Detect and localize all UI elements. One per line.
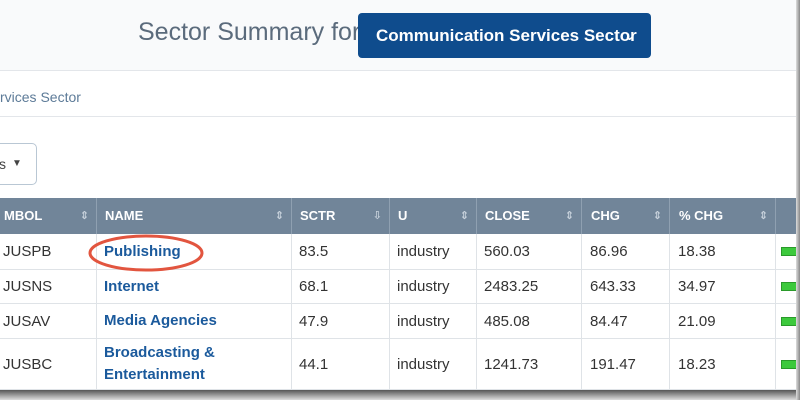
column-header[interactable]: % CHG ⇕	[670, 198, 776, 234]
column-header[interactable]: MBOL ⇕	[0, 198, 97, 234]
table-cell: Media Agencies	[97, 304, 292, 339]
table-cell: industry	[390, 304, 477, 339]
sort-icon[interactable]: ⇩	[372, 210, 382, 222]
table-cell: JUSNS	[0, 270, 97, 304]
table-cell: JUSPB	[0, 234, 97, 270]
table-cell: Internet	[97, 270, 292, 304]
cell-text: JUSPB	[3, 243, 52, 260]
column-header-label[interactable]: U	[398, 208, 408, 223]
dropdown-label[interactable]: s	[0, 156, 6, 172]
column-header[interactable]: CLOSE ⇕	[477, 198, 582, 234]
table-cell: 86.96	[582, 234, 670, 270]
column-header[interactable]: U ⇕	[390, 198, 477, 234]
table-cell: Broadcasting & Entertainment	[97, 339, 292, 390]
cell-text: JUSAV	[3, 312, 51, 330]
cell-text: 34.97	[678, 278, 716, 295]
cell-text: 84.47	[590, 312, 628, 330]
column-header-label[interactable]: NAME	[105, 208, 144, 223]
cell-text: 643.33	[590, 278, 636, 295]
cell-text: industry	[397, 243, 450, 260]
cell-text: industry	[397, 278, 450, 295]
table-cell: industry	[390, 339, 477, 390]
cell-text: 18.23	[678, 355, 716, 373]
table-cell: 18.23	[670, 339, 776, 390]
table-cell: 84.47	[582, 304, 670, 339]
cell-text: 2483.25	[484, 278, 539, 295]
column-header-label[interactable]: CHG	[591, 208, 620, 223]
table-cell: 560.03	[477, 234, 582, 270]
name-link[interactable]: Broadcasting & Entertainment	[104, 344, 215, 383]
cell-text: JUSBC	[3, 355, 53, 373]
table-cell: 21.09	[670, 304, 776, 339]
shadow	[796, 0, 800, 400]
cell-text: 47.9	[299, 312, 329, 330]
cell-text: 18.38	[678, 243, 716, 260]
cell-text: JUSNS	[3, 278, 53, 295]
cell-text: industry	[397, 312, 450, 330]
table-cell: 191.47	[582, 339, 670, 390]
column-header-label[interactable]: MBOL	[4, 208, 43, 223]
name-link[interactable]: Media Agencies	[104, 312, 217, 329]
table-cell: 83.5	[292, 234, 390, 270]
sector-button-label[interactable]: Communication Services Sector	[376, 26, 637, 45]
column-header-label[interactable]: CLOSE	[485, 208, 530, 223]
cell-text: 68.1	[299, 278, 329, 295]
dropdown[interactable]: s ▼	[0, 143, 37, 185]
column-header[interactable]: SCTR ⇩	[292, 198, 390, 234]
name-link[interactable]: Publishing	[104, 242, 181, 260]
table-cell: industry	[390, 270, 477, 304]
cell-text: 21.09	[678, 312, 716, 330]
table-cell: industry	[390, 234, 477, 270]
sort-icon[interactable]: ⇕	[652, 210, 662, 222]
name-link[interactable]: Internet	[104, 277, 160, 295]
chevron-icon[interactable]: ⌄	[624, 28, 635, 43]
cell-text: 560.03	[484, 243, 530, 260]
sort-icon[interactable]: ⇕	[758, 210, 768, 222]
cell-text: 1241.73	[484, 355, 539, 373]
cell-text: 191.47	[590, 355, 636, 373]
page-title: Sector Summary for	[138, 18, 361, 46]
table-cell: 643.33	[582, 270, 670, 304]
breadcrumb[interactable]: rvices Sector	[0, 89, 81, 105]
table-cell: Publishing	[97, 234, 292, 270]
table-cell: JUSBC	[0, 339, 97, 390]
sort-icon[interactable]: ⇕	[459, 210, 469, 222]
cell-text: 485.08	[484, 312, 530, 330]
sort-icon[interactable]: ⇕	[564, 210, 574, 222]
cell-text: 44.1	[299, 355, 329, 373]
table-cell: 68.1	[292, 270, 390, 304]
cell-text: 83.5	[299, 243, 329, 260]
sort-icon[interactable]: ⇕	[79, 210, 89, 222]
table-cell: 485.08	[477, 304, 582, 339]
column-header-label[interactable]: SCTR	[300, 208, 336, 223]
table-cell: 1241.73	[477, 339, 582, 390]
table-cell: JUSAV	[0, 304, 97, 339]
sort-icon[interactable]: ⇕	[274, 210, 284, 222]
cell-text: 86.96	[590, 243, 628, 260]
column-header-label[interactable]: % CHG	[679, 208, 724, 223]
sector-button[interactable]: Communication Services Sector ⌄	[358, 13, 651, 58]
table-cell: 34.97	[670, 270, 776, 304]
table-cell: 44.1	[292, 339, 390, 390]
cell-text: industry	[397, 355, 450, 373]
caret-icon[interactable]: ▼	[12, 158, 22, 169]
table-cell: 18.38	[670, 234, 776, 270]
shadow	[0, 390, 800, 400]
table-cell: 2483.25	[477, 270, 582, 304]
column-header[interactable]: CHG ⇕	[582, 198, 670, 234]
table-cell: 47.9	[292, 304, 390, 339]
divider	[0, 116, 800, 117]
column-header[interactable]: NAME ⇕	[97, 198, 292, 234]
